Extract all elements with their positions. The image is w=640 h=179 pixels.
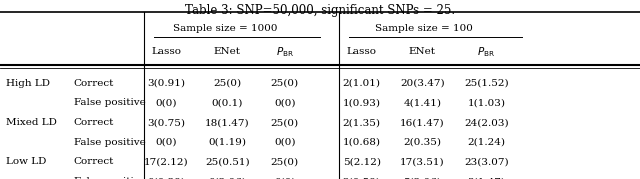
Text: 0(1.19): 0(1.19)	[208, 138, 246, 147]
Text: 2(1.24): 2(1.24)	[467, 138, 506, 147]
Text: 3(1.47): 3(1.47)	[467, 177, 506, 179]
Text: 25(1.52): 25(1.52)	[464, 79, 509, 88]
Text: 25(0): 25(0)	[213, 79, 241, 88]
Text: High LD: High LD	[6, 79, 51, 88]
Text: Mixed LD: Mixed LD	[6, 118, 57, 127]
Text: 17(3.51): 17(3.51)	[400, 158, 445, 166]
Text: Sample size = 100: Sample size = 100	[375, 24, 473, 33]
Text: Sample size = 1000: Sample size = 1000	[173, 24, 278, 33]
Text: ENet: ENet	[409, 47, 436, 56]
Text: 2(1.35): 2(1.35)	[342, 118, 381, 127]
Text: ENet: ENet	[214, 47, 241, 56]
Text: False positive: False positive	[74, 98, 145, 107]
Text: 3(0.75): 3(0.75)	[147, 118, 186, 127]
Text: 16(1.47): 16(1.47)	[400, 118, 445, 127]
Text: 25(0): 25(0)	[271, 158, 299, 166]
Text: Correct: Correct	[74, 158, 114, 166]
Text: Correct: Correct	[74, 79, 114, 88]
Text: 2(0.35): 2(0.35)	[403, 138, 442, 147]
Text: 0(0): 0(0)	[274, 138, 296, 147]
Text: 2(1.01): 2(1.01)	[342, 79, 381, 88]
Text: 2(0.59): 2(0.59)	[342, 177, 381, 179]
Text: $P_{\mathrm{BR}}$: $P_{\mathrm{BR}}$	[477, 45, 495, 59]
Text: 0(0): 0(0)	[274, 98, 296, 107]
Text: 23(3.07): 23(3.07)	[464, 158, 509, 166]
Text: 1(1.03): 1(1.03)	[467, 98, 506, 107]
Text: Lasso: Lasso	[152, 47, 181, 56]
Text: 1(0.68): 1(0.68)	[342, 138, 381, 147]
Text: 17(2.12): 17(2.12)	[144, 158, 189, 166]
Text: 1(0.93): 1(0.93)	[342, 98, 381, 107]
Text: 0(0.1): 0(0.1)	[211, 98, 243, 107]
Text: Table 3: SNP=50,000, significant SNPs = 25.: Table 3: SNP=50,000, significant SNPs = …	[185, 4, 455, 18]
Text: False positive: False positive	[74, 177, 145, 179]
Text: 0(0): 0(0)	[156, 98, 177, 107]
Text: 5(2.06): 5(2.06)	[403, 177, 442, 179]
Text: 0(2.06): 0(2.06)	[208, 177, 246, 179]
Text: 5(2.12): 5(2.12)	[342, 158, 381, 166]
Text: 0(0): 0(0)	[156, 138, 177, 147]
Text: 3(0.91): 3(0.91)	[147, 79, 186, 88]
Text: Lasso: Lasso	[347, 47, 376, 56]
Text: 25(0): 25(0)	[271, 118, 299, 127]
Text: 0(0): 0(0)	[274, 177, 296, 179]
Text: 18(1.47): 18(1.47)	[205, 118, 250, 127]
Text: Correct: Correct	[74, 118, 114, 127]
Text: 20(3.47): 20(3.47)	[400, 79, 445, 88]
Text: Low LD: Low LD	[6, 158, 47, 166]
Text: 4(1.41): 4(1.41)	[403, 98, 442, 107]
Text: $P_{\mathrm{BR}}$: $P_{\mathrm{BR}}$	[276, 45, 294, 59]
Text: 25(0.51): 25(0.51)	[205, 158, 250, 166]
Text: False positive: False positive	[74, 138, 145, 147]
Text: 24(2.03): 24(2.03)	[464, 118, 509, 127]
Text: 0(0.39): 0(0.39)	[147, 177, 186, 179]
Text: 25(0): 25(0)	[271, 79, 299, 88]
